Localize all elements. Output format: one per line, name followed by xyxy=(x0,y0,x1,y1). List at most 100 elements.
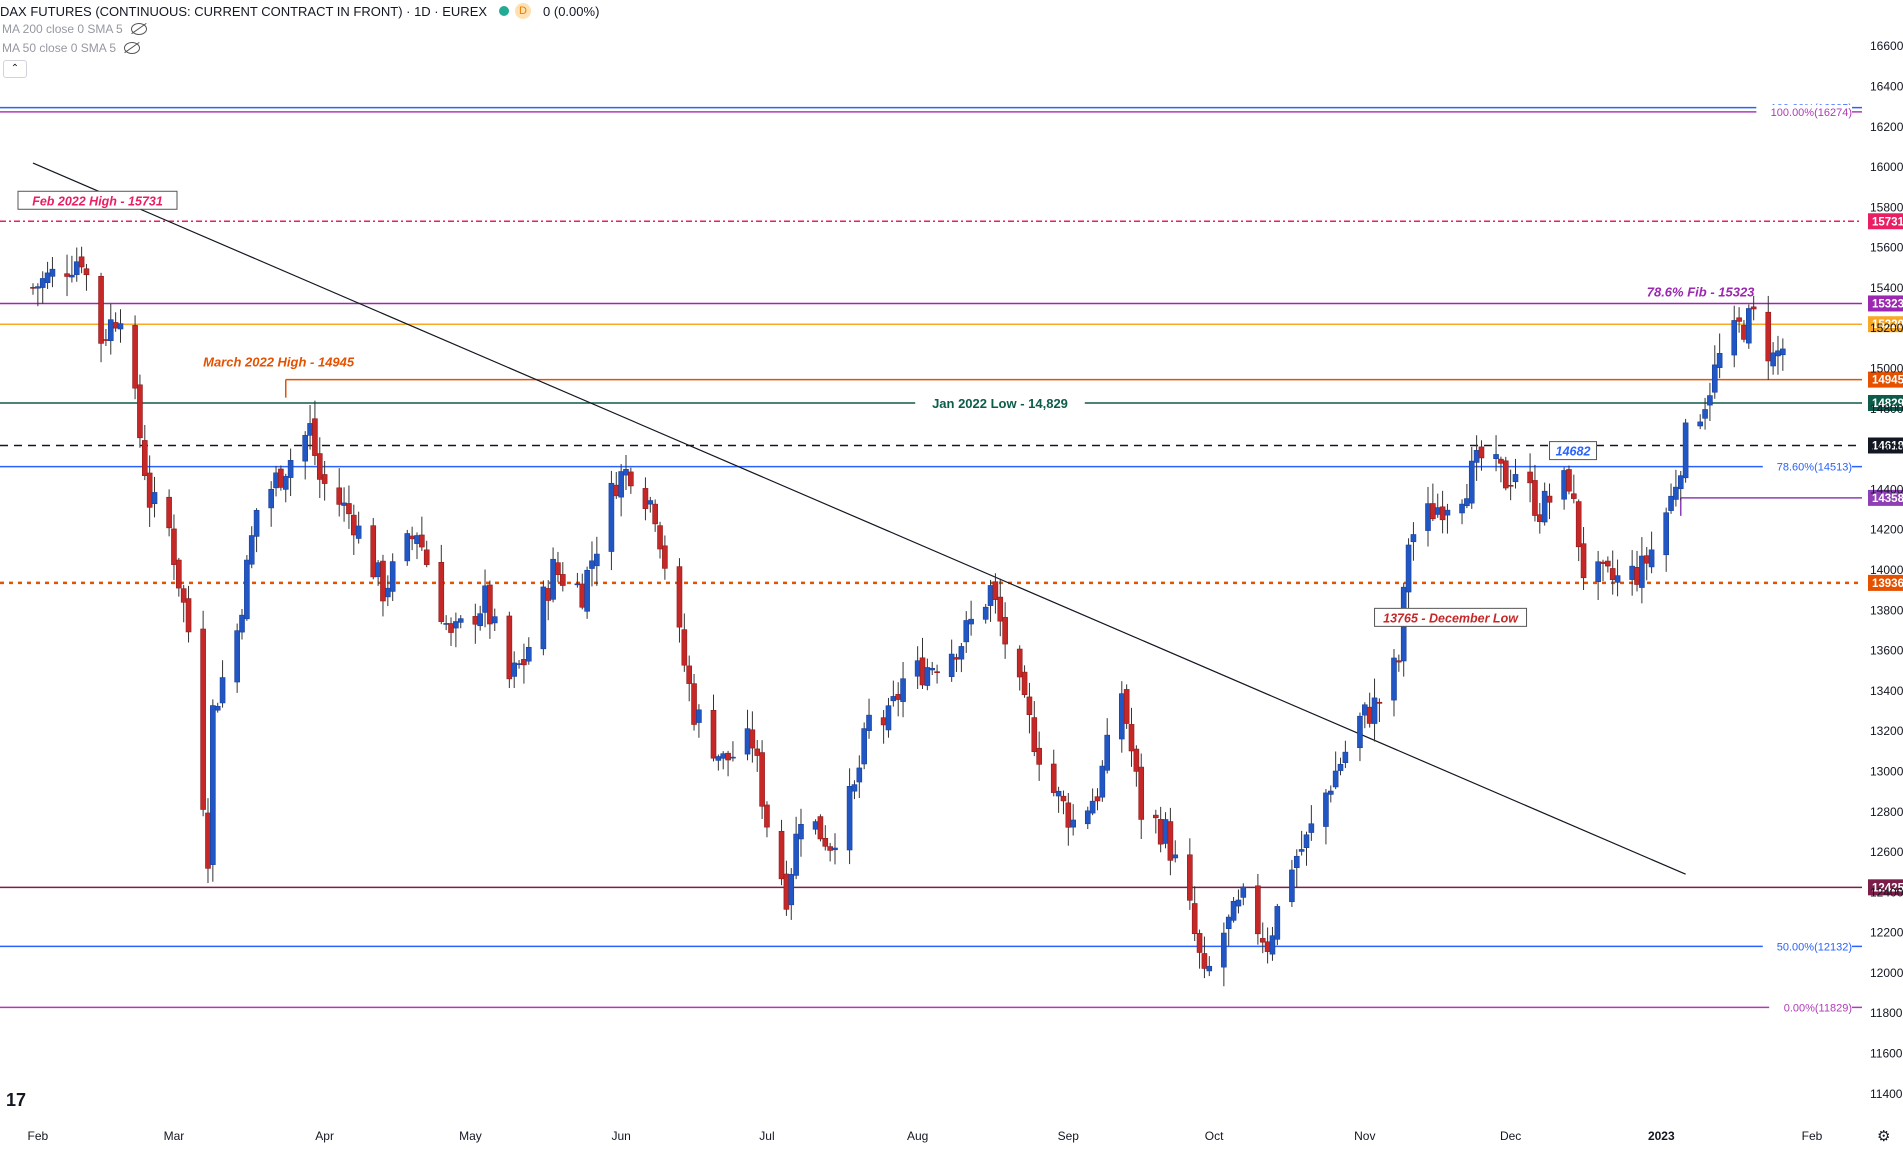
y-tick-label: 15600 xyxy=(1870,241,1903,255)
candle-body xyxy=(1362,704,1368,716)
candle-body xyxy=(618,471,624,498)
price-tag xyxy=(1868,489,1903,506)
candle-body xyxy=(1580,543,1587,579)
candle-body xyxy=(273,472,279,489)
candle-body xyxy=(1016,648,1023,678)
candle-body xyxy=(1070,819,1076,828)
level-label-bg xyxy=(1769,1000,1852,1014)
trendline-layer xyxy=(32,162,1686,875)
candle-body xyxy=(1391,657,1397,701)
candle-body xyxy=(103,339,109,341)
candle-body xyxy=(336,487,343,505)
candle-body xyxy=(107,319,114,342)
candle-body xyxy=(958,646,965,660)
candle-body xyxy=(98,275,104,344)
candle-body xyxy=(647,500,654,505)
candle-body xyxy=(83,268,90,276)
candle-body xyxy=(856,767,863,783)
candle-body xyxy=(715,756,722,761)
candle-body xyxy=(287,460,294,478)
candle-body xyxy=(1138,766,1145,820)
candle-body xyxy=(895,694,901,700)
candle-body xyxy=(409,535,415,540)
tradingview-logo[interactable]: 17 xyxy=(6,1090,27,1110)
candle-body xyxy=(1371,697,1378,724)
candle-body xyxy=(244,559,250,620)
price-tag xyxy=(1868,437,1903,454)
candle-body xyxy=(1308,823,1315,833)
candle-body xyxy=(1099,765,1106,798)
candle-body xyxy=(39,278,46,288)
candle-body xyxy=(1507,484,1514,487)
candle-body xyxy=(662,545,668,569)
candle-body xyxy=(1094,796,1101,802)
candle-body xyxy=(550,558,556,600)
level-mid-label: Jan 2022 Low - 14,829 xyxy=(932,396,1068,411)
collapse-legend-button[interactable]: ⌃ xyxy=(3,60,27,78)
candle-body xyxy=(1323,792,1329,827)
candle-body xyxy=(1342,751,1349,763)
candle-body xyxy=(1736,317,1742,322)
indicator-ma50[interactable]: MA 50 close 0 SMA 5 xyxy=(2,41,141,55)
candle-body xyxy=(1478,446,1485,459)
indicator-ma200[interactable]: MA 200 close 0 SMA 5 xyxy=(2,22,147,36)
candle-body xyxy=(1600,561,1606,564)
price-tag-label: 14945 xyxy=(1872,375,1903,387)
candle-body xyxy=(1605,560,1611,567)
candle-body xyxy=(1167,821,1174,861)
candle-body xyxy=(827,846,833,851)
y-tick-label: 12800 xyxy=(1870,805,1903,819)
price-tag-label: 14358 xyxy=(1872,493,1903,505)
y-tick-label: 15200 xyxy=(1870,321,1903,335)
levels-layer: 100.00%(16295)100.00%(16274)157311532315… xyxy=(0,100,1903,1014)
candle-body xyxy=(1444,509,1451,516)
candle-body xyxy=(355,525,362,539)
candle-body xyxy=(453,621,459,629)
candle-body xyxy=(1405,544,1412,593)
y-tick-label: 14200 xyxy=(1870,523,1903,537)
candle-body xyxy=(234,630,240,683)
candle-body xyxy=(1259,938,1266,943)
candle-body xyxy=(861,728,867,765)
x-tick-label: May xyxy=(459,1129,482,1143)
eye-hidden-icon[interactable] xyxy=(130,23,147,35)
candle-body xyxy=(1274,906,1281,940)
candle-body xyxy=(307,423,313,436)
price-change: 0 (0.00%) xyxy=(543,3,600,19)
candle-body xyxy=(880,717,887,726)
candle-body xyxy=(1089,800,1096,814)
candle-body xyxy=(1201,953,1208,969)
candle-body xyxy=(1575,501,1582,548)
candle-body xyxy=(185,598,192,633)
candle-body xyxy=(613,484,620,497)
y-tick-label: 15400 xyxy=(1870,281,1903,295)
candle-body xyxy=(560,574,566,586)
price-tag-label: 14829 xyxy=(1872,398,1903,410)
candle-body xyxy=(691,683,697,725)
y-tick-label: 15800 xyxy=(1870,200,1903,214)
gear-icon[interactable]: ⚙ xyxy=(1877,1128,1891,1145)
symbol-title[interactable]: DAX FUTURES (CONTINUOUS: CURRENT CONTRAC… xyxy=(0,3,488,19)
candle-body xyxy=(1643,555,1650,564)
market-status-icon xyxy=(499,6,510,16)
candle-body xyxy=(710,710,717,759)
candle-body xyxy=(1026,696,1033,715)
candle-body xyxy=(540,586,547,650)
eye-hidden-icon[interactable] xyxy=(124,42,141,54)
candle-body xyxy=(341,502,347,506)
candle-body xyxy=(929,668,936,671)
candle-body xyxy=(1541,490,1548,523)
delay-badge[interactable]: D xyxy=(515,3,532,19)
candle-body xyxy=(1750,306,1757,310)
annotation-label: March 2022 High - 14945 xyxy=(203,355,355,370)
candle-body xyxy=(302,435,308,462)
candle-body xyxy=(1021,671,1028,695)
candle-body xyxy=(491,616,498,624)
y-tick-label: 14000 xyxy=(1870,563,1903,577)
x-tick-label: Feb xyxy=(1802,1129,1823,1143)
indicator-label: MA 50 close 0 SMA 5 xyxy=(2,41,117,55)
x-tick-label: 2023 xyxy=(1648,1129,1675,1143)
candle-body xyxy=(1303,834,1310,849)
